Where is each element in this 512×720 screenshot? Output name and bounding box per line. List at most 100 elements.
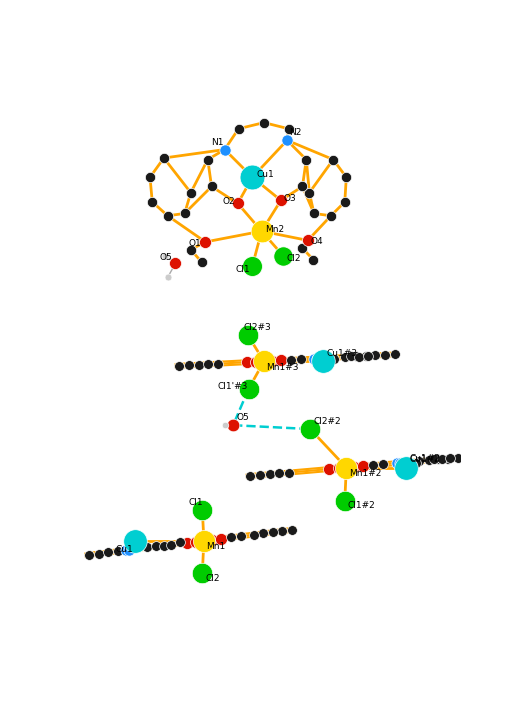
Point [304,235,312,246]
Text: O2: O2 [222,197,235,206]
Text: Cl2: Cl2 [286,253,301,263]
Point [233,198,242,210]
Point [347,350,355,361]
Text: Mn1#2: Mn1#2 [349,469,381,478]
Point [187,244,195,256]
Point [298,243,307,254]
Text: Cl1'#3: Cl1'#3 [218,382,248,391]
Point [297,354,305,365]
Point [306,423,314,435]
Point [402,462,411,473]
Point [200,535,208,546]
Point [319,356,327,367]
Point [340,196,349,207]
Point [161,250,169,261]
Point [181,207,189,219]
Point [350,461,358,472]
Point [214,358,222,369]
Point [123,544,132,556]
Point [279,250,287,261]
Point [131,535,139,546]
Point [175,360,183,372]
Point [412,457,420,469]
Point [172,258,180,269]
Point [183,537,191,549]
Point [334,462,343,474]
Text: Cu1: Cu1 [115,546,133,554]
Point [164,271,172,283]
Text: Mn1: Mn1 [206,542,225,552]
Point [355,351,363,363]
Point [424,454,433,465]
Text: Cl1#2: Cl1#2 [348,501,376,510]
Point [237,531,245,542]
Point [248,171,257,183]
Text: Cl1: Cl1 [236,265,250,274]
Point [122,544,130,556]
Point [260,528,268,539]
Point [104,546,113,558]
Point [229,420,237,431]
Point [185,359,194,371]
Point [148,196,156,207]
Text: Cl1: Cl1 [188,498,203,507]
Text: Cl2#2: Cl2#2 [313,417,341,426]
Point [283,135,291,146]
Point [302,154,310,166]
Point [243,356,251,368]
Point [152,540,160,552]
Point [327,210,335,222]
Point [176,536,184,548]
Point [298,181,307,192]
Text: Cu1#2: Cu1#2 [410,455,440,464]
Point [201,236,209,248]
Point [313,353,321,364]
Point [266,469,274,480]
Point [234,123,243,135]
Point [260,117,268,128]
Text: O1: O1 [188,239,201,248]
Text: Mn2: Mn2 [265,225,284,234]
Point [260,356,268,367]
Point [430,453,438,464]
Point [164,210,172,222]
Point [443,453,452,464]
Point [454,452,462,464]
Point [257,469,265,481]
Point [207,534,216,546]
Point [352,351,360,362]
Point [425,454,433,466]
Point [248,260,257,271]
Point [198,567,206,579]
Point [221,420,229,431]
Text: Cl2: Cl2 [205,574,220,583]
Text: Cu1#3: Cu1#3 [326,349,357,358]
Point [195,359,203,371]
Text: O3: O3 [284,194,297,202]
Text: O4: O4 [311,238,324,246]
Point [258,225,266,237]
Point [393,457,401,469]
Point [192,536,200,547]
Point [226,531,234,543]
Point [288,524,296,536]
Point [146,171,154,183]
Point [249,529,258,541]
Point [329,154,337,166]
Text: O5: O5 [237,413,250,422]
Point [204,359,212,370]
Point [371,350,379,361]
Point [434,454,442,465]
Point [277,194,285,206]
Point [369,459,377,471]
Point [217,533,225,544]
Point [160,152,168,163]
Point [244,383,252,395]
Point [396,457,404,469]
Point [221,144,229,156]
Point [198,256,206,268]
Point [85,549,93,561]
Point [167,539,175,551]
Point [268,355,276,366]
Point [438,454,446,465]
